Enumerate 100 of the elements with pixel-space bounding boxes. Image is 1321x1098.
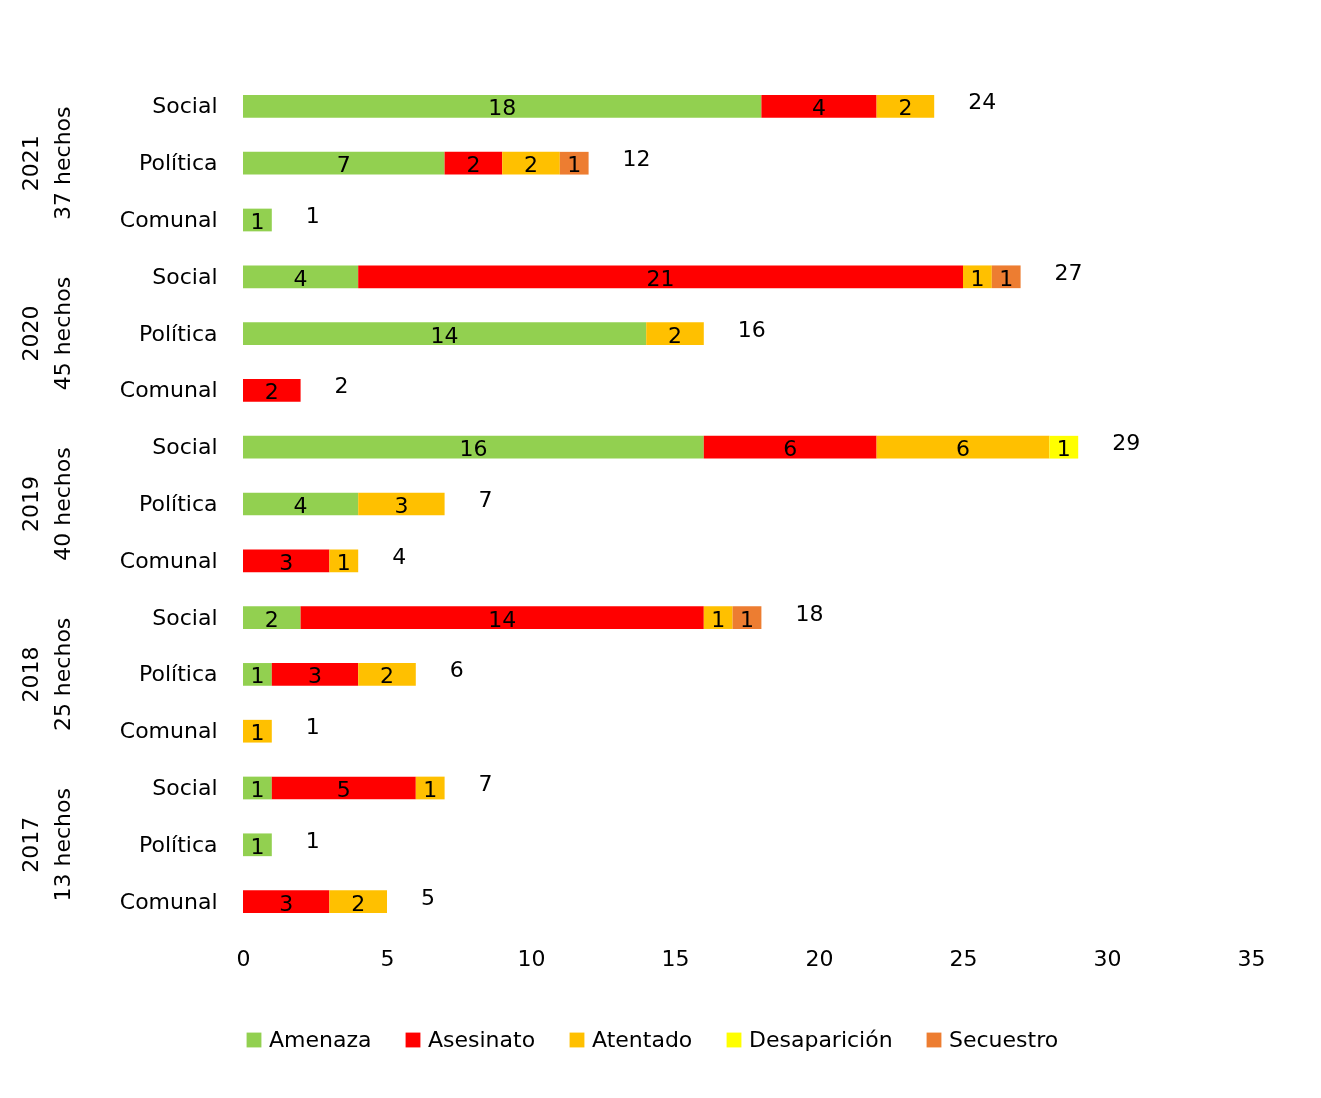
data-label: 14: [488, 606, 517, 632]
data-label: 2: [264, 379, 279, 405]
data-label: 2: [668, 322, 682, 348]
bar: [876, 435, 1050, 459]
bar: [876, 95, 935, 118]
total-label: 12: [622, 146, 651, 172]
total-label: 5: [421, 884, 435, 910]
data-label: 4: [812, 95, 826, 121]
data-label: 2: [264, 606, 279, 632]
y-tick-label: Social: [152, 93, 218, 119]
data-label: 1: [970, 265, 985, 291]
legend-label: Amenaza: [269, 1027, 372, 1052]
data-label: 2: [466, 152, 481, 178]
legend-label: Secuestro: [949, 1027, 1059, 1052]
data-label: 14: [430, 322, 459, 348]
data-label: 6: [783, 436, 798, 462]
bar: [329, 549, 359, 573]
bar: [963, 265, 992, 289]
data-label: 1: [567, 152, 582, 178]
data-label: 21: [646, 265, 675, 291]
bar: [761, 95, 877, 118]
bar: [358, 492, 445, 516]
data-label: 2: [898, 95, 913, 121]
text: 2020: [18, 305, 43, 362]
text: 2018: [18, 646, 43, 703]
bar: [703, 606, 733, 629]
y-tick-label: Política: [139, 150, 218, 176]
bar: [271, 663, 359, 686]
data-label: 6: [956, 436, 970, 462]
x-tick-label: 35: [1237, 945, 1266, 971]
y-tick-label: Comunal: [119, 547, 218, 573]
total-label: 18: [795, 600, 824, 626]
x-tick-label: 20: [805, 945, 834, 971]
data-label: 3: [394, 493, 409, 518]
total-label: 7: [478, 487, 493, 512]
data-label: 1: [423, 777, 438, 802]
total-label: 1: [305, 827, 320, 853]
bar: [243, 663, 272, 686]
y-tick-label: Comunal: [119, 207, 218, 232]
legend-label: Atentado: [592, 1027, 693, 1052]
bar: [243, 379, 301, 402]
bar: [243, 890, 330, 913]
data-label: 1: [250, 720, 265, 746]
x-tick-label: 15: [661, 945, 690, 971]
data-label: 1: [250, 777, 265, 802]
text: 13 hechos: [50, 788, 75, 902]
x-tick-label: 25: [949, 945, 978, 971]
total-label: 1: [305, 714, 320, 740]
bar: [1049, 435, 1079, 459]
total-label: 27: [1054, 259, 1083, 285]
data-label: 1: [740, 606, 754, 632]
bar: [243, 719, 272, 743]
y-tick-label: Social: [152, 434, 218, 460]
bar: [243, 265, 359, 289]
y-tick-label: Comunal: [119, 888, 218, 914]
y-tick-label: Social: [152, 263, 218, 289]
y-tick-label: Social: [152, 604, 218, 630]
bar: [991, 265, 1021, 289]
total-label: 6: [449, 657, 464, 683]
text: 37 hechos: [50, 106, 75, 220]
total-label: 4: [392, 543, 407, 569]
total-label: 16: [737, 316, 766, 342]
data-label: 1: [336, 549, 351, 575]
data-label: 3: [279, 890, 294, 916]
total-label: 7: [478, 771, 493, 796]
y-tick-label: Comunal: [119, 718, 218, 744]
data-label: 2: [351, 890, 366, 916]
data-label: 1: [711, 606, 726, 632]
bar: [444, 151, 503, 175]
data-label: 3: [279, 549, 294, 575]
x-tick-label: 5: [380, 945, 395, 971]
bar: [243, 492, 359, 516]
y-tick-label: Política: [139, 661, 218, 687]
data-label: 5: [336, 777, 351, 802]
legend-label: Asesinato: [428, 1027, 536, 1052]
bar: [243, 435, 704, 459]
y-tick-label: Política: [139, 491, 218, 516]
text: 2017: [18, 816, 43, 873]
total-label: 24: [968, 89, 997, 115]
data-label: 2: [380, 663, 394, 689]
x-tick-label: 30: [1093, 945, 1122, 971]
bar: [358, 663, 416, 686]
data-label: 1: [250, 833, 265, 859]
bar: [502, 151, 560, 175]
bar: [243, 322, 647, 345]
y-tick-label: Social: [152, 775, 218, 800]
y-tick-label: Política: [139, 831, 218, 857]
data-label: 1: [1056, 436, 1071, 462]
data-label: 7: [336, 152, 351, 178]
bar: [646, 322, 704, 345]
total-label: 1: [305, 203, 320, 228]
data-label: 3: [308, 663, 322, 689]
bar: [243, 833, 272, 857]
text: 2021: [18, 135, 43, 192]
text: 40 hechos: [50, 447, 75, 561]
data-label: 2: [524, 152, 538, 178]
data-label: 1: [250, 209, 265, 234]
data-label: 1: [999, 265, 1014, 291]
bar: [559, 151, 589, 175]
total-label: 2: [334, 373, 349, 399]
